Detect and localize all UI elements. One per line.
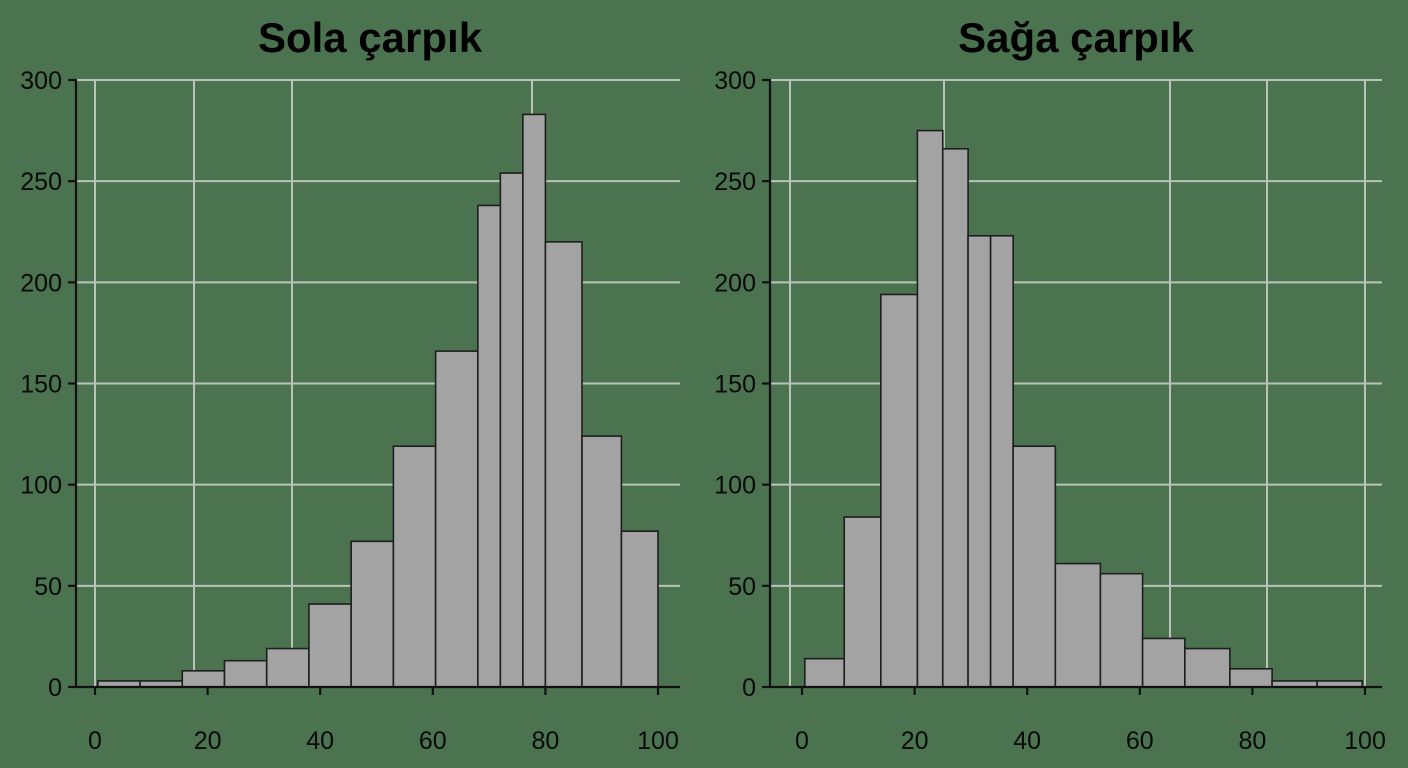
panel-title: Sola çarpık [258, 14, 483, 61]
histogram-bar [941, 147, 969, 688]
histogram-bar [308, 603, 352, 688]
histogram-bar [843, 516, 882, 688]
histogram-bar [880, 293, 919, 688]
y-tick-label: 100 [20, 472, 62, 500]
histogram-bar [181, 670, 226, 688]
histogram-bar [1141, 637, 1186, 688]
histogram-bar [620, 530, 659, 688]
x-tick-label: 60 [1126, 727, 1154, 755]
histogram-bar [804, 657, 846, 688]
y-tick-label: 300 [714, 67, 756, 95]
y-tick-label: 0 [48, 674, 62, 702]
y-tick-label: 0 [742, 674, 756, 702]
x-tick-label: 80 [531, 727, 559, 755]
histogram-bar [1229, 667, 1273, 688]
left-skewed-histogram-panel: Sola çarpık 0 50 100 150 200 250 300 0 20 40 60 80 1… [20, 14, 680, 755]
histogram-bar [1099, 572, 1144, 688]
panel-title: Sağa çarpık [958, 14, 1194, 61]
x-tick-label: 100 [1344, 727, 1386, 755]
x-tick-label: 80 [1238, 727, 1266, 755]
histogram-bar [350, 540, 395, 688]
right-skewed-histogram-panel: Sağa çarpık 0 50 100 150 200 250 300 0 20 40 60 80 1… [714, 14, 1386, 755]
histogram-bar [1184, 647, 1231, 688]
x-tick-label: 0 [795, 727, 809, 755]
x-tick-label: 20 [194, 727, 222, 755]
histogram-bar [392, 445, 437, 688]
x-tick-label: 100 [637, 727, 679, 755]
y-tick-label: 250 [20, 168, 62, 196]
histogram-bar [1054, 562, 1102, 688]
x-tick-label: 60 [419, 727, 447, 755]
histogram-bar [989, 234, 1014, 688]
histogram-bar [544, 241, 583, 688]
x-tick-label: 40 [1013, 727, 1041, 755]
y-tick-label: 150 [20, 371, 62, 399]
histogram-bar [967, 234, 992, 688]
histogram-bars [804, 129, 1363, 688]
x-tick-label: 0 [88, 727, 102, 755]
y-tick-label: 200 [20, 269, 62, 297]
y-tick-label: 300 [20, 67, 62, 95]
y-tick-label: 100 [714, 472, 756, 500]
histogram-bar [1012, 445, 1057, 688]
histogram-bar [434, 350, 479, 688]
x-tick-label: 40 [306, 727, 334, 755]
histogram-bars [97, 113, 659, 688]
y-tick-label: 150 [714, 371, 756, 399]
histogram-bar [916, 129, 944, 688]
y-tick-label: 50 [728, 573, 756, 601]
y-tick-label: 250 [714, 168, 756, 196]
histogram-bar [265, 647, 310, 688]
y-tick-label: 200 [714, 269, 756, 297]
histogram-bar [477, 204, 502, 688]
histogram-bar [522, 113, 547, 688]
histogram-bar [499, 172, 524, 688]
x-tick-label: 20 [901, 727, 929, 755]
y-tick-label: 50 [34, 573, 62, 601]
histogram-bar [223, 659, 268, 688]
histogram-bar [581, 435, 623, 688]
